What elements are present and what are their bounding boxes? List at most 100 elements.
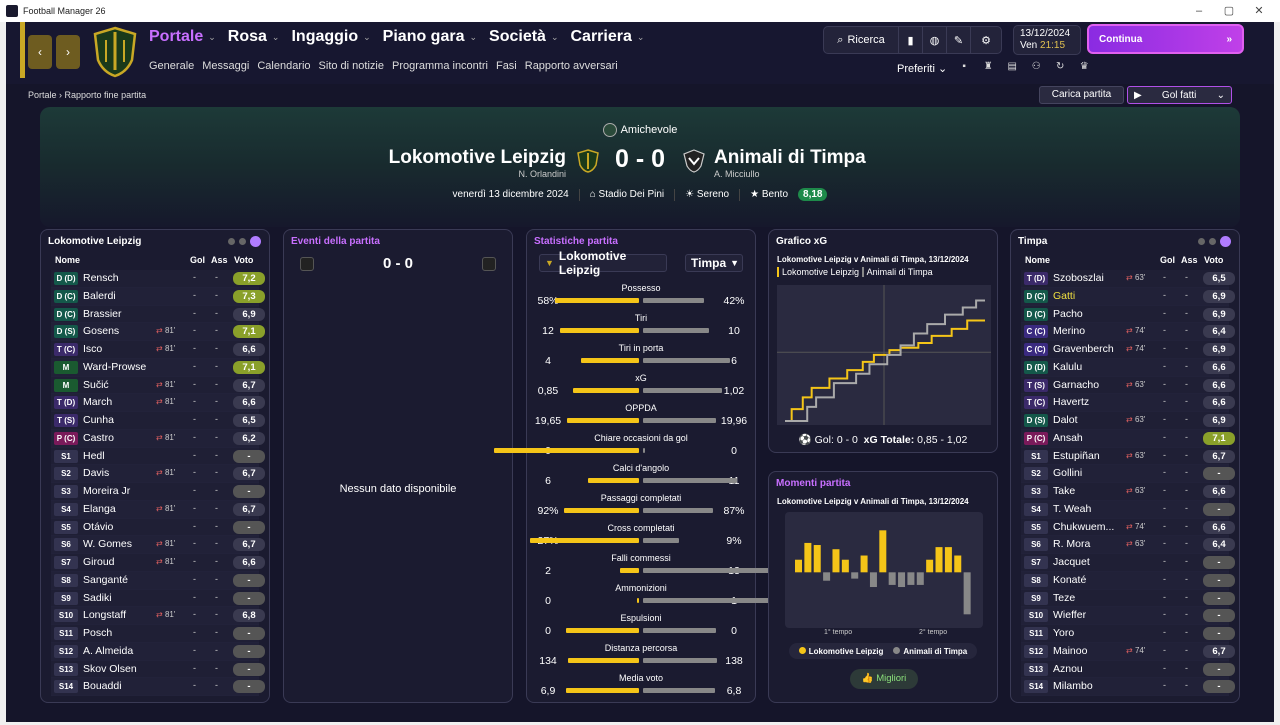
settings-button[interactable]: ⚙ <box>971 27 1001 53</box>
player-name[interactable]: Giroud <box>83 556 115 568</box>
edit-button[interactable]: ✎ <box>947 27 971 53</box>
page-dots[interactable] <box>228 236 261 247</box>
player-row[interactable]: S11 Posch - - - <box>51 625 265 643</box>
player-row[interactable]: M Ward-Prowse - - 7,1 <box>51 358 265 377</box>
player-row[interactable]: M Sučić ⇄ 81' - - 6,7 <box>51 376 265 395</box>
player-name[interactable]: T. Weah <box>1053 502 1092 515</box>
player-name[interactable]: Szoboszlai <box>1053 272 1104 284</box>
player-name[interactable]: Sučić <box>83 378 109 391</box>
nav-item-società[interactable]: Società ⌄ <box>489 28 558 46</box>
player-row[interactable]: D (D) Kalulu - - 6,6 <box>1021 358 1235 377</box>
subnav-item[interactable]: Sito di notizie <box>318 60 384 72</box>
player-name[interactable]: Ward-Prowse <box>83 360 147 373</box>
maximize-button[interactable]: ▢ <box>1223 5 1235 17</box>
player-row[interactable]: D (C) Brassier - - 6,9 <box>51 305 265 324</box>
player-name[interactable]: Longstaff <box>83 609 127 622</box>
player-row[interactable]: S5 Chukwuem... ⇄ 74' - - 6,6 <box>1021 518 1235 537</box>
load-match-button[interactable]: Carica partita <box>1039 86 1124 104</box>
nav-item-ingaggio[interactable]: Ingaggio ⌄ <box>291 28 370 46</box>
player-row[interactable]: D (D) Rensch - - 7,2 <box>51 270 265 288</box>
shirt-icon[interactable]: ♜ <box>983 61 993 72</box>
player-row[interactable]: S6 R. Mora ⇄ 63' - - 6,4 <box>1021 536 1235 554</box>
player-row[interactable]: S3 Take ⇄ 63' - - 6,6 <box>1021 483 1235 501</box>
favorites-dropdown[interactable]: Preferiti ⌄ <box>897 62 947 75</box>
player-name[interactable]: Elanga <box>83 502 116 515</box>
player-row[interactable]: S6 W. Gomes ⇄ 81' - - 6,7 <box>51 536 265 554</box>
player-row[interactable]: P (C) Castro ⇄ 81' - - 6,2 <box>51 429 265 448</box>
player-row[interactable]: T (S) Cunha - - 6,5 <box>51 412 265 430</box>
player-name[interactable]: Dalot <box>1053 414 1078 426</box>
subnav-item[interactable]: Fasi <box>495 60 517 72</box>
nav-item-rosa[interactable]: Rosa ⌄ <box>228 28 280 46</box>
player-row[interactable]: D (S) Gosens ⇄ 81' - - 7,1 <box>51 323 265 341</box>
player-row[interactable]: S10 Wieffer - - - <box>1021 607 1235 625</box>
club-button[interactable]: ◍ <box>923 27 947 53</box>
player-name[interactable]: Posch <box>83 627 113 639</box>
player-name[interactable]: Gollini <box>1053 467 1083 480</box>
player-row[interactable]: D (C) Gatti - - 6,9 <box>1021 287 1235 306</box>
player-name[interactable]: Ansah <box>1053 431 1083 444</box>
nav-item-portale[interactable]: Portale ⌄ <box>149 28 216 46</box>
page-dots[interactable] <box>1198 236 1231 247</box>
player-row[interactable]: T (D) Szoboszlai ⇄ 63' - - 6,5 <box>1021 270 1235 288</box>
player-name[interactable]: Castro <box>83 431 114 444</box>
player-row[interactable]: T (S) Garnacho ⇄ 63' - - 6,6 <box>1021 376 1235 395</box>
player-row[interactable]: S1 Hedl - - - <box>51 447 265 466</box>
player-name[interactable]: Mainoo <box>1053 644 1088 657</box>
xg-chart[interactable] <box>777 285 991 425</box>
col-goals[interactable]: Gol <box>190 255 205 265</box>
player-name[interactable]: Merino <box>1053 325 1086 338</box>
player-name[interactable]: A. Almeida <box>83 644 134 657</box>
player-name[interactable]: Davis <box>83 467 110 480</box>
player-row[interactable]: S12 Mainoo ⇄ 74' - - 6,7 <box>1021 642 1235 661</box>
subnav-item[interactable]: Calendario <box>257 60 311 72</box>
player-name[interactable]: Moreira Jr <box>83 485 131 497</box>
col-assists[interactable]: Ass <box>1181 255 1198 265</box>
player-name[interactable]: Bouaddi <box>83 680 122 693</box>
player-row[interactable]: S8 Konaté - - - <box>1021 571 1235 590</box>
player-name[interactable]: Yoro <box>1053 627 1075 639</box>
player-name[interactable]: March <box>83 396 113 409</box>
player-row[interactable]: C (C) Merino ⇄ 74' - - 6,4 <box>1021 323 1235 341</box>
player-name[interactable]: Sadiki <box>83 591 112 604</box>
date-box[interactable]: 13/12/2024 Ven 21:15 <box>1013 25 1081 55</box>
player-row[interactable]: S9 Teze - - - <box>1021 589 1235 608</box>
player-name[interactable]: Otávio <box>83 520 114 533</box>
player-name[interactable]: W. Gomes <box>83 538 133 551</box>
player-name[interactable]: Chukwuem... <box>1053 520 1115 533</box>
player-name[interactable]: Milambo <box>1053 680 1093 693</box>
player-row[interactable]: T (C) Isco ⇄ 81' - - 6,6 <box>51 341 265 359</box>
player-row[interactable]: S13 Aznou - - - <box>1021 660 1235 679</box>
player-name[interactable]: Aznou <box>1053 662 1083 675</box>
player-row[interactable]: D (C) Balerdi - - 7,3 <box>51 287 265 306</box>
clipboard-icon[interactable]: ▤ <box>1007 61 1017 72</box>
refresh-icon[interactable]: ↻ <box>1055 61 1065 72</box>
forward-button[interactable]: › <box>56 35 80 69</box>
minimize-button[interactable]: – <box>1195 5 1203 17</box>
player-name[interactable]: Garnacho <box>1053 378 1100 391</box>
player-row[interactable]: S12 A. Almeida - - - <box>51 642 265 661</box>
player-row[interactable]: S13 Skov Olsen - - - <box>51 660 265 679</box>
player-name[interactable]: Gravenberch <box>1053 343 1114 355</box>
player-name[interactable]: Gosens <box>83 325 120 338</box>
player-name[interactable]: Skov Olsen <box>83 662 137 675</box>
player-row[interactable]: S9 Sadiki - - - <box>51 589 265 608</box>
player-row[interactable]: T (C) Havertz - - 6,6 <box>1021 394 1235 412</box>
player-name[interactable]: Teze <box>1053 591 1076 604</box>
player-name[interactable]: Isco <box>83 343 103 355</box>
player-name[interactable]: Jacquet <box>1053 556 1090 568</box>
home-team-name[interactable]: Lokomotive Leipzig <box>388 147 566 168</box>
player-row[interactable]: T (D) March ⇄ 81' - - 6,6 <box>51 394 265 412</box>
player-row[interactable]: S10 Longstaff ⇄ 81' - - 6,8 <box>51 607 265 625</box>
search-button[interactable]: ⌕ Ricerca <box>824 27 899 53</box>
player-row[interactable]: S4 Elanga ⇄ 81' - - 6,7 <box>51 500 265 519</box>
player-name[interactable]: Balerdi <box>83 289 116 302</box>
player-row[interactable]: S1 Estupiñan ⇄ 63' - - 6,7 <box>1021 447 1235 466</box>
player-row[interactable]: S14 Milambo - - - <box>1021 678 1235 696</box>
chat-icon[interactable]: ▪ <box>962 61 966 72</box>
col-assists[interactable]: Ass <box>211 255 228 265</box>
close-button[interactable]: ✕ <box>1254 5 1264 17</box>
breadcrumb-root[interactable]: Portale <box>28 90 57 100</box>
momentum-chart[interactable] <box>785 512 983 628</box>
player-row[interactable]: S7 Jacquet - - - <box>1021 554 1235 572</box>
